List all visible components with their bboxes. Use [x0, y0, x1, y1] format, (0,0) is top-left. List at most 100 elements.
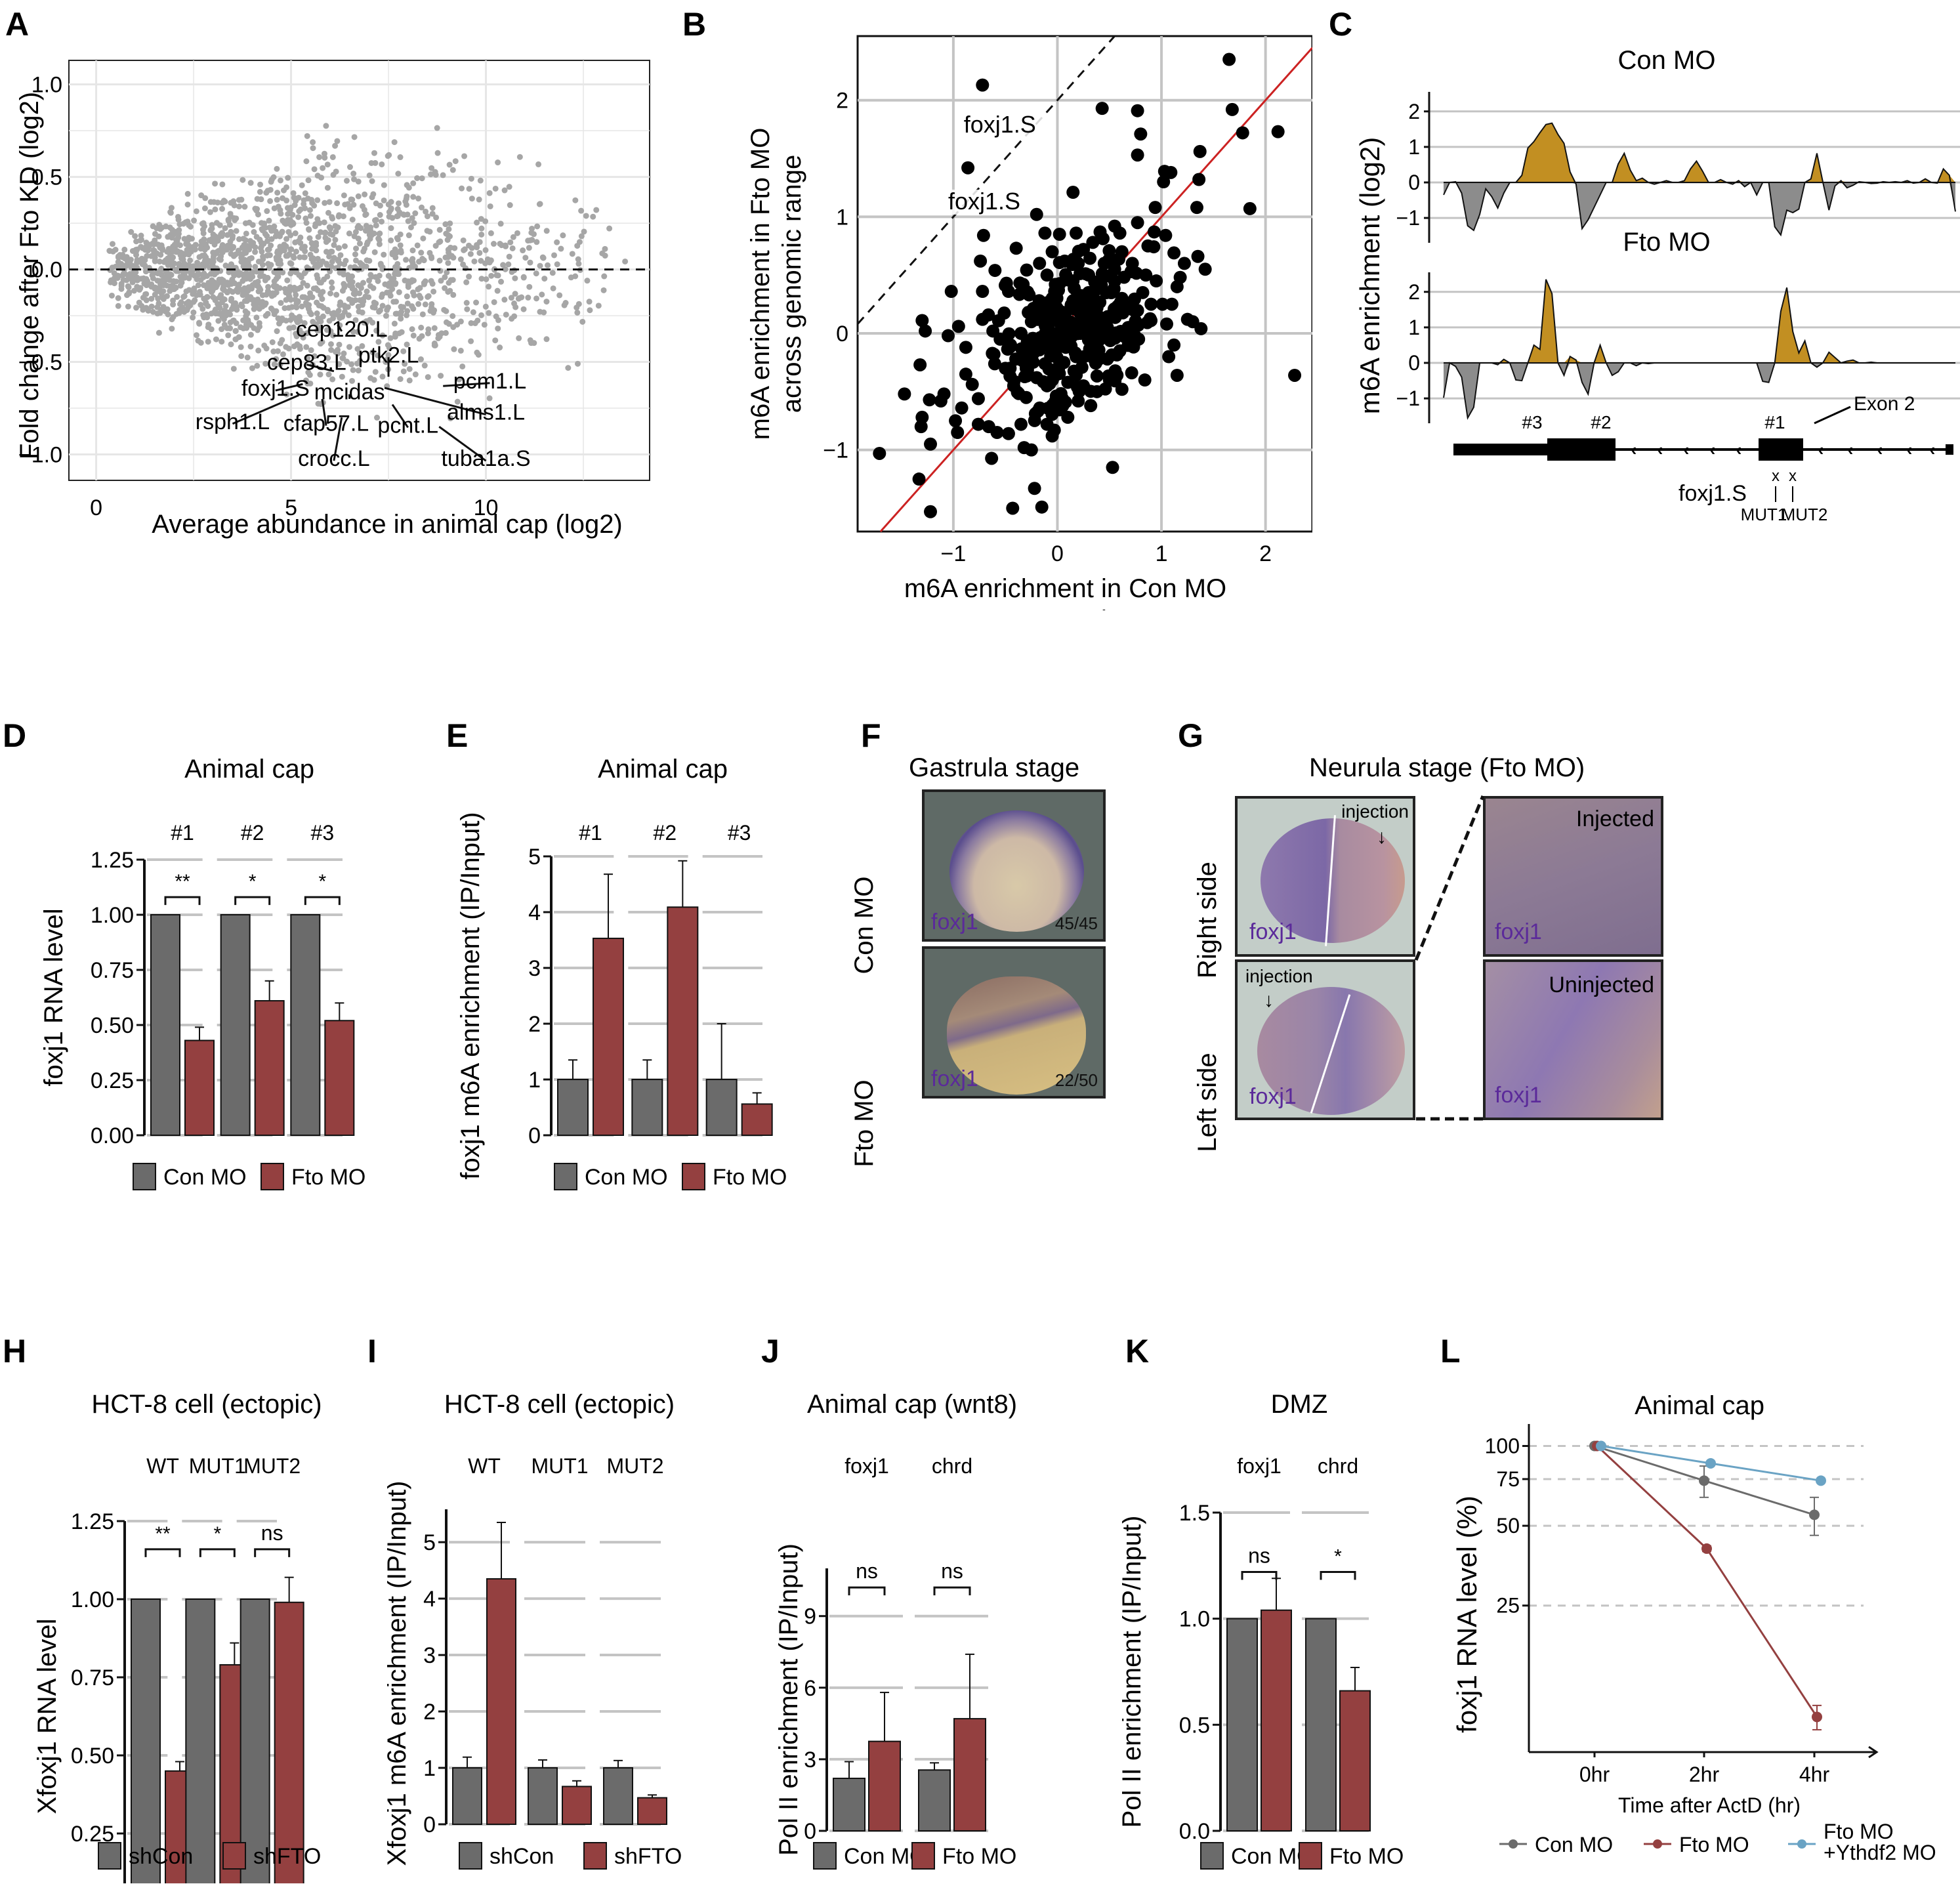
- data-point: [394, 235, 400, 241]
- data-point: [242, 274, 249, 280]
- x-tick-label: 4hr: [1799, 1763, 1830, 1786]
- category-label: MUT2: [606, 1454, 663, 1478]
- data-point: [330, 171, 337, 178]
- legend-swatch: [261, 1163, 284, 1190]
- exon-label: #3: [1522, 412, 1542, 432]
- data-point: [575, 301, 582, 307]
- data-point: [527, 259, 533, 266]
- panel-label-a: A: [5, 6, 30, 43]
- data-point: [454, 398, 461, 405]
- y-axis-label: Pol II enrichment (IP/Input): [774, 1543, 803, 1856]
- data-point: [257, 188, 263, 195]
- data-point: [297, 206, 304, 213]
- gene-label: pcm1.L: [453, 369, 527, 394]
- data-point: [1083, 251, 1097, 265]
- data-point: [545, 262, 551, 268]
- data-point: [1047, 423, 1061, 437]
- y-axis-label: Xfoxj1 m6A enrichment (IP/Input): [387, 1481, 411, 1866]
- category-label: WT: [468, 1454, 501, 1478]
- data-point: [302, 190, 308, 197]
- data-point: [414, 242, 421, 249]
- intron-arrow-icon: ‹: [1930, 440, 1936, 459]
- data-point: [327, 226, 334, 232]
- data-point: [322, 234, 329, 241]
- zoom-image-uninjected: Uninjected foxj1: [1483, 959, 1663, 1120]
- data-point: [1047, 345, 1060, 359]
- exon2-pointer: [1814, 406, 1851, 425]
- data-point: [307, 251, 314, 258]
- data-point: [115, 272, 121, 279]
- data-point: [281, 220, 288, 226]
- data-point: [251, 301, 257, 308]
- data-point: [274, 196, 280, 203]
- data-point: [173, 236, 180, 243]
- data-point: [374, 414, 381, 421]
- data-point: [320, 304, 327, 311]
- data-point: [1048, 285, 1062, 299]
- data-point: [442, 285, 448, 291]
- data-point: [365, 277, 372, 283]
- legend-swatch: [682, 1163, 705, 1190]
- y-tick-label: 0.75: [91, 958, 134, 983]
- data-point: [328, 279, 335, 285]
- y-tick-label: 2: [1408, 100, 1420, 123]
- enrichment-peak-area: [1444, 279, 1955, 363]
- exon-label: #1: [1764, 412, 1785, 432]
- data-point: [446, 280, 452, 286]
- stain-label: foxj1: [931, 910, 978, 934]
- data-point: [267, 198, 274, 204]
- data-point: [449, 277, 456, 283]
- data-point: [225, 217, 232, 223]
- data-point: [395, 200, 402, 207]
- data-point: [369, 178, 375, 184]
- data-point: [1102, 253, 1116, 267]
- data-point: [274, 190, 281, 196]
- data-point: [514, 230, 520, 236]
- data-point: [201, 271, 207, 278]
- bar-fto-mo: [868, 1740, 901, 1832]
- data-point: [164, 306, 171, 312]
- data-point: [912, 472, 926, 486]
- data-point: [184, 307, 190, 314]
- data-point: [321, 276, 327, 283]
- data-point: [356, 240, 363, 247]
- y-tick-label: 0.5: [1179, 1713, 1210, 1738]
- data-point: [350, 201, 357, 208]
- bar-shcon: [131, 1599, 161, 1883]
- data-point: [257, 245, 264, 251]
- data-point: [362, 228, 369, 234]
- data-point: [293, 248, 299, 255]
- data-point: [133, 269, 139, 276]
- data-point: [341, 243, 348, 249]
- data-point: [427, 171, 434, 178]
- data-point: [418, 249, 425, 256]
- zoom-label: Injected: [1575, 806, 1654, 831]
- data-point: [1072, 385, 1086, 398]
- bar-fto-mo: [741, 1103, 773, 1137]
- data-point: [212, 180, 219, 187]
- data-point: [193, 208, 199, 215]
- data-point: [335, 213, 342, 220]
- panel-label-k: K: [1125, 1333, 1150, 1370]
- data-point: [218, 253, 224, 260]
- data-point: [341, 308, 348, 315]
- x-axis-label: Time after ActD (hr): [1618, 1793, 1801, 1817]
- data-point: [167, 271, 173, 278]
- data-point: [150, 241, 157, 248]
- data-point: [387, 335, 394, 341]
- data-point: [470, 309, 476, 316]
- data-point: [158, 290, 165, 297]
- y-tick-label: 0.00: [91, 1123, 134, 1148]
- data-point: [1129, 266, 1143, 280]
- data-point: [501, 187, 508, 194]
- data-point: [376, 237, 383, 243]
- data-point: [572, 197, 579, 203]
- data-point: [424, 213, 430, 220]
- data-point: [483, 276, 490, 283]
- data-point: [222, 262, 229, 269]
- data-point: [461, 153, 468, 159]
- data-point: [157, 267, 163, 274]
- data-point: [368, 232, 375, 239]
- data-point: [440, 172, 446, 178]
- data-point: [1170, 368, 1184, 382]
